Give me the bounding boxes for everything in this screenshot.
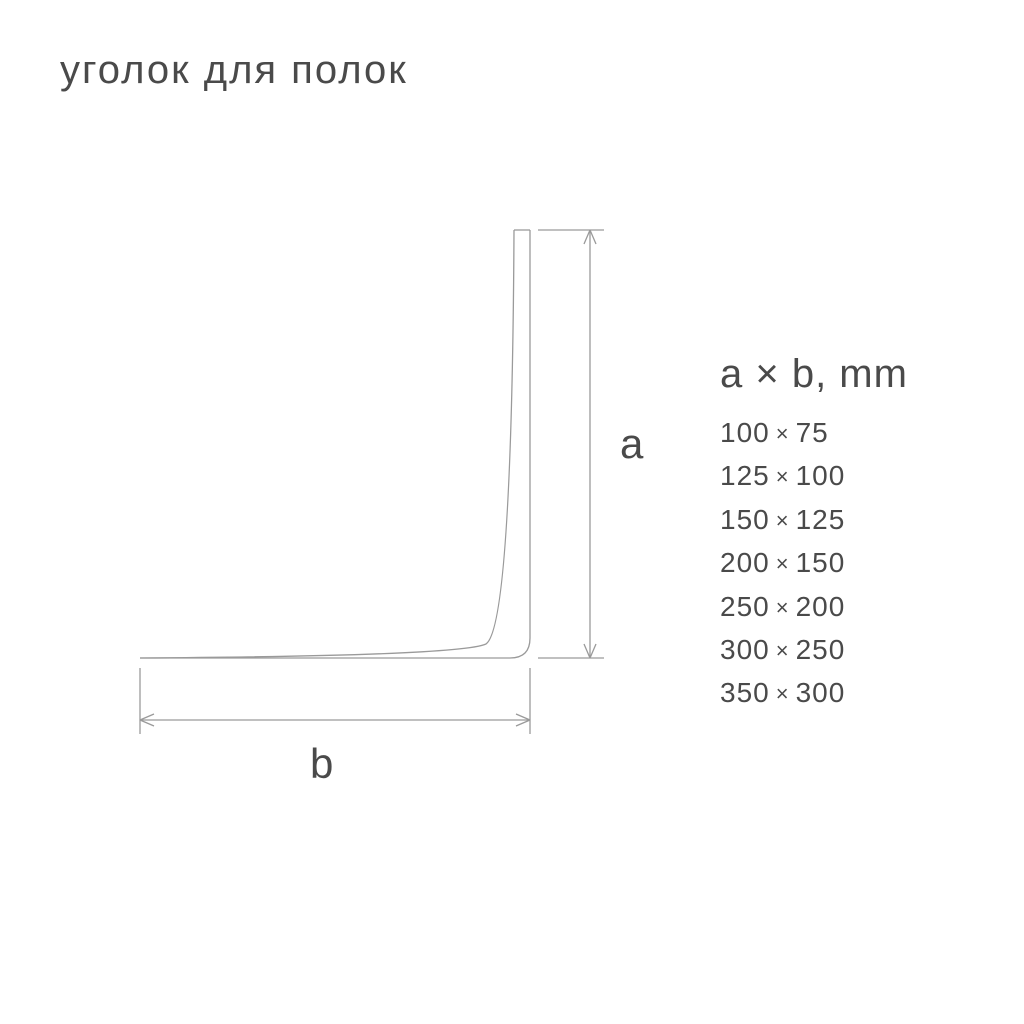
times-icon: × <box>770 464 796 489</box>
bracket-diagram <box>60 220 660 780</box>
size-row: 350×300 <box>720 671 908 714</box>
size-a: 350 <box>720 677 770 708</box>
size-b: 75 <box>796 417 829 448</box>
times-icon: × <box>770 421 796 446</box>
size-a: 300 <box>720 634 770 665</box>
size-row: 125×100 <box>720 454 908 497</box>
dim-label-b: b <box>310 740 333 788</box>
size-b: 125 <box>796 504 846 535</box>
times-icon: × <box>770 508 796 533</box>
times-icon: × <box>770 638 796 663</box>
size-row: 300×250 <box>720 628 908 671</box>
dim-label-a: a <box>620 420 643 468</box>
size-b: 100 <box>796 460 846 491</box>
size-row: 150×125 <box>720 498 908 541</box>
size-a: 125 <box>720 460 770 491</box>
sizes-table: a × b, mm 100×75125×100150×125200×150250… <box>720 352 908 715</box>
page-title: уголок для полок <box>60 48 408 93</box>
sizes-header: a × b, mm <box>720 352 908 397</box>
size-row: 250×200 <box>720 585 908 628</box>
size-b: 200 <box>796 591 846 622</box>
size-row: 100×75 <box>720 411 908 454</box>
size-a: 250 <box>720 591 770 622</box>
times-icon: × <box>770 681 796 706</box>
size-b: 150 <box>796 547 846 578</box>
size-row: 200×150 <box>720 541 908 584</box>
size-a: 200 <box>720 547 770 578</box>
size-b: 250 <box>796 634 846 665</box>
times-icon: × <box>770 595 796 620</box>
times-icon: × <box>770 551 796 576</box>
size-a: 150 <box>720 504 770 535</box>
size-b: 300 <box>796 677 846 708</box>
size-a: 100 <box>720 417 770 448</box>
